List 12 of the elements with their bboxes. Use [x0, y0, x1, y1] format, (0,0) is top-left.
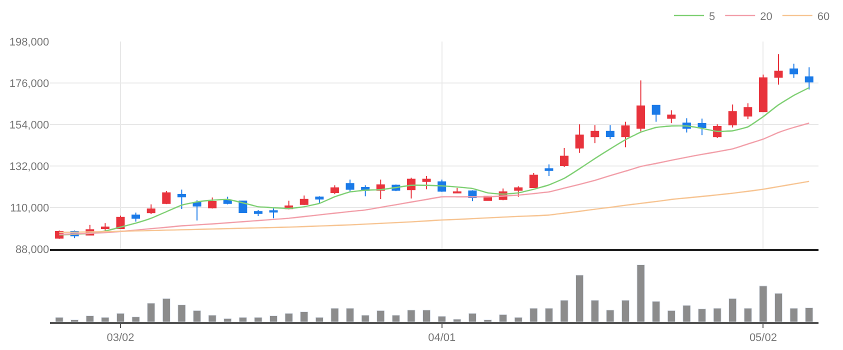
- x-tick-label: 05/02: [749, 332, 777, 344]
- y-tick-label: 154,000: [9, 119, 50, 132]
- y-tick-label: 110,000: [10, 202, 50, 214]
- y-tick-label: 176,000: [9, 78, 50, 90]
- legend-label: 20: [760, 10, 772, 23]
- y-tick-label: 198,000: [9, 36, 50, 49]
- x-tick-label: 04/01: [428, 332, 456, 344]
- x-tick-label: 03/02: [106, 332, 134, 344]
- legend-label: 60: [817, 10, 830, 23]
- legend-label: 5: [709, 10, 716, 23]
- y-tick-label: 88,000: [15, 244, 50, 256]
- y-tick-label: 132,000: [9, 160, 50, 173]
